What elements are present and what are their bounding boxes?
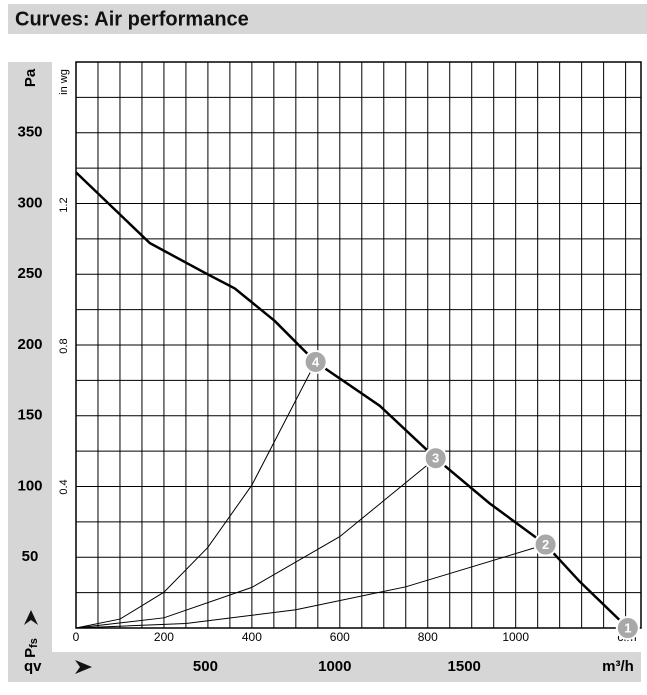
x-tick-label: 400 (242, 630, 262, 644)
y2-tick-label: 1.2 (58, 197, 70, 212)
x2-tick-label: 1000 (318, 658, 351, 675)
y-arrow (24, 610, 38, 625)
y-axis-band (8, 62, 52, 660)
system-curve (75, 361, 317, 629)
x-symbol: qv (24, 658, 42, 675)
title-bar (8, 4, 647, 34)
operating-point-label: 1 (624, 620, 631, 635)
operating-point (423, 446, 448, 471)
x2-tick-label: 500 (193, 658, 218, 675)
y-tick-label: 50 (22, 548, 39, 565)
y-axis-label: Pa (22, 68, 39, 87)
operating-point (303, 349, 328, 374)
x2-tick-label: 1500 (448, 658, 481, 675)
y2-tick-label: 0.8 (58, 338, 70, 353)
x-tick-label: 800 (418, 630, 438, 644)
x-tick-label: 1000 (502, 630, 529, 644)
system-curve (75, 457, 436, 629)
y2-axis-label: in wg (58, 69, 70, 95)
operating-point (615, 616, 640, 640)
x-tick-label: 200 (154, 630, 174, 644)
chart-title: Curves: Air performance (15, 8, 249, 30)
grid (76, 62, 641, 628)
operating-point-label: 3 (432, 451, 439, 466)
y-tick-label: 300 (17, 194, 42, 211)
fan-curve (75, 171, 629, 629)
x-tick-label: 0 (73, 630, 80, 644)
y-symbol: Pfs (22, 638, 40, 658)
y-tick-label: 250 (17, 265, 42, 282)
plot-frame (75, 61, 642, 629)
operating-point (533, 532, 558, 557)
operating-point-label: 4 (312, 354, 320, 369)
x-arrow (75, 660, 92, 674)
x2-axis-label: m³/h (602, 658, 634, 675)
y-symbol-main: P (22, 648, 39, 658)
y-tick-label: 100 (17, 477, 42, 494)
y-tick-label: 350 (17, 124, 42, 141)
y-symbol-sub: fs (28, 638, 40, 648)
x-axis-band (8, 652, 641, 682)
x-tick-label: 600 (330, 630, 350, 644)
y-tick-label: 150 (17, 407, 42, 424)
y-tick-label: 200 (17, 336, 42, 353)
system-curve (75, 544, 546, 629)
y2-tick-label: 0.4 (58, 479, 70, 494)
operating-point-label: 2 (542, 537, 549, 552)
